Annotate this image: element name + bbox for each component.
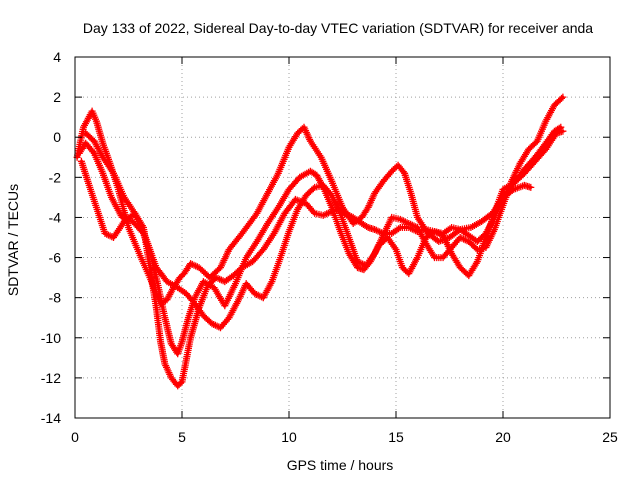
- data-point-marker: [527, 183, 535, 191]
- axis-ticks: [74, 56, 611, 419]
- data-point-marker: [389, 166, 397, 174]
- data-point-marker: [559, 93, 567, 101]
- data-point-marker: [559, 127, 567, 135]
- x-tick-label: 10: [281, 429, 297, 445]
- x-tick-label: 0: [71, 429, 79, 445]
- data-point-marker: [555, 124, 563, 132]
- chart-title: Day 133 of 2022, Sidereal Day-to-day VTE…: [83, 20, 593, 36]
- data-point-marker: [388, 167, 396, 175]
- series-3: [77, 157, 535, 390]
- data-point-marker: [294, 129, 302, 137]
- y-axis-label: SDTVAR / TECUs: [5, 184, 21, 296]
- y-tick-label: -2: [49, 169, 62, 185]
- data-point-marker: [400, 265, 408, 273]
- y-tick-label: 0: [53, 129, 61, 145]
- data-point-marker: [399, 168, 407, 176]
- x-tick-label: 5: [178, 429, 186, 445]
- plot-frame: [74, 56, 611, 419]
- y-tick-label: -12: [41, 370, 61, 386]
- data-point-marker: [557, 123, 565, 131]
- y-tick-label: 2: [53, 89, 61, 105]
- grid-lines: [75, 57, 610, 418]
- x-tick-label: 20: [495, 429, 511, 445]
- y-tick-label: -10: [41, 330, 61, 346]
- y-tick-label: 4: [53, 49, 61, 65]
- x-tick-label: 15: [388, 429, 404, 445]
- data-point-marker: [295, 128, 303, 136]
- y-tick-label: -6: [49, 250, 62, 266]
- x-tick-label: 25: [602, 429, 618, 445]
- y-tick-label: -8: [49, 290, 62, 306]
- x-axis-label: GPS time / hours: [287, 457, 394, 473]
- data-point-marker: [398, 264, 406, 272]
- y-tick-label: -4: [49, 209, 62, 225]
- y-tick-label: -14: [41, 410, 61, 426]
- data-point-marker: [363, 223, 371, 230]
- series-4: [82, 93, 567, 332]
- data-point-marker: [558, 94, 565, 102]
- data-series: [73, 93, 567, 390]
